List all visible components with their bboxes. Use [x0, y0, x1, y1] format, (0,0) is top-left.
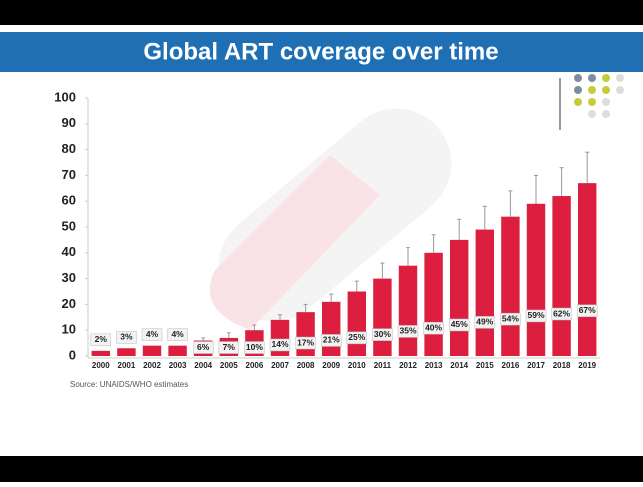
bar: [475, 229, 495, 356]
x-tick-label: 2001: [118, 361, 136, 370]
bar: [501, 216, 520, 356]
value-label: 40%: [425, 322, 442, 332]
x-tick-label: 2004: [194, 361, 212, 370]
value-label-box: [141, 328, 163, 341]
value-label-box: [167, 328, 188, 341]
x-tick-label: 2014: [450, 361, 468, 370]
value-label: 3%: [120, 332, 133, 342]
value-label: 35%: [399, 326, 416, 336]
title-banner: [0, 32, 643, 72]
x-tick-label: 2019: [578, 361, 596, 370]
value-label-box: [269, 338, 291, 352]
value-label: 17%: [297, 337, 314, 347]
value-label-box: [500, 312, 521, 326]
y-tick-label: 30: [62, 270, 76, 285]
y-tick-label: 60: [62, 193, 76, 208]
x-tick-label: 2013: [425, 361, 443, 370]
value-label: 7%: [223, 342, 236, 352]
pill-decoration: [209, 108, 452, 330]
value-label-box: [397, 325, 419, 338]
value-label-box: [474, 316, 496, 329]
bar: [321, 301, 341, 356]
bar: [526, 203, 546, 356]
value-label: 45%: [451, 319, 468, 329]
value-label-box: [295, 336, 316, 350]
bar: [168, 345, 187, 356]
value-label-box: [244, 341, 265, 354]
bar: [398, 265, 418, 356]
value-label: 14%: [271, 339, 288, 349]
value-label-box: [346, 331, 368, 345]
x-tick-label: 2015: [476, 361, 494, 370]
value-label: 6%: [197, 342, 210, 352]
value-label: 59%: [527, 310, 544, 320]
y-tick-label: 70: [62, 167, 76, 182]
x-tick-label: 2017: [527, 361, 545, 370]
bar: [577, 183, 597, 356]
bar: [552, 196, 571, 356]
value-label-box: [525, 309, 547, 323]
value-label-box: [448, 318, 470, 332]
bar: [449, 239, 469, 356]
y-tick-label: 20: [62, 296, 76, 311]
y-tick-label: 40: [62, 244, 76, 259]
bar: [424, 252, 443, 356]
x-tick-label: 2010: [348, 361, 366, 370]
value-label: 25%: [348, 332, 365, 342]
value-label: 67%: [579, 305, 596, 315]
dots-decoration: [574, 74, 624, 118]
value-label: 54%: [502, 313, 519, 323]
value-label: 62%: [553, 308, 570, 318]
value-label-box: [218, 341, 240, 354]
bar: [142, 345, 162, 356]
bar: [347, 291, 367, 356]
value-label: 30%: [374, 329, 391, 339]
value-label: 4%: [146, 329, 159, 339]
bar: [373, 278, 392, 356]
value-label-box: [192, 341, 214, 354]
x-tick-label: 2009: [322, 361, 340, 370]
x-tick-label: 2002: [143, 361, 161, 370]
y-tick-label: 80: [62, 141, 76, 156]
x-tick-label: 2018: [553, 361, 571, 370]
value-label-box: [320, 334, 342, 347]
bar: [117, 348, 136, 356]
x-tick-label: 2007: [271, 361, 289, 370]
y-tick-label: 0: [69, 347, 76, 362]
x-tick-label: 2016: [502, 361, 520, 370]
value-label-box: [372, 328, 393, 341]
x-tick-label: 2003: [169, 361, 187, 370]
source-note: Source: UNAIDS/WHO estimates: [70, 380, 188, 389]
value-label: 21%: [323, 335, 340, 345]
bar: [296, 312, 315, 356]
x-tick-label: 2005: [220, 361, 238, 370]
top-band: [0, 0, 643, 25]
value-label: 2%: [95, 334, 108, 344]
x-tick-label: 2000: [92, 361, 110, 370]
value-label-box: [551, 307, 572, 321]
y-tick-label: 50: [62, 218, 76, 233]
value-label: 4%: [171, 329, 184, 339]
value-label-box: [423, 321, 444, 335]
y-tick-label: 100: [54, 89, 76, 104]
x-tick-label: 2008: [297, 361, 315, 370]
y-tick-label: 10: [62, 322, 76, 337]
x-tick-label: 2011: [374, 361, 392, 370]
value-label: 10%: [246, 342, 263, 352]
chart-title: Global ART coverage over time: [143, 38, 498, 65]
value-label-box: [90, 333, 112, 347]
bar: [91, 350, 111, 356]
x-tick-label: 2012: [399, 361, 417, 370]
value-label: 49%: [476, 317, 493, 327]
value-label-box: [116, 331, 137, 344]
bottom-band: [0, 456, 643, 482]
x-tick-label: 2006: [246, 361, 264, 370]
value-label-box: [576, 304, 598, 318]
y-tick-label: 90: [62, 115, 76, 130]
